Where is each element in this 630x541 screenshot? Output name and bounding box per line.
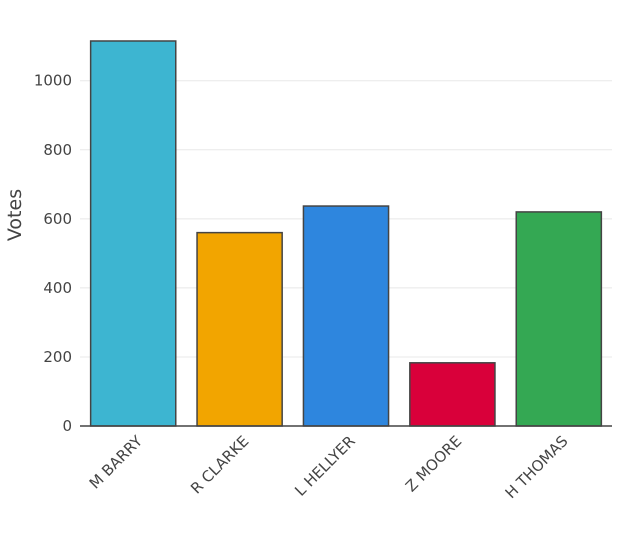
bar-z-moore[interactable] bbox=[409, 362, 496, 427]
y-tick-label: 800 bbox=[43, 141, 72, 159]
y-tick-label: 400 bbox=[43, 279, 72, 297]
y-tick-label: 200 bbox=[43, 348, 72, 366]
bar-r-clarke[interactable] bbox=[196, 231, 283, 427]
y-tick-label: 600 bbox=[43, 210, 72, 228]
x-tick-label: L HELLYER bbox=[291, 432, 359, 500]
bars bbox=[89, 40, 603, 427]
y-axis-title: Votes bbox=[4, 189, 26, 241]
bar-l-hellyer[interactable] bbox=[302, 205, 390, 427]
bar-m-barry[interactable] bbox=[89, 40, 177, 427]
y-tick-labels: 0 200 400 600 800 1000 bbox=[34, 72, 72, 435]
y-tick-label: 0 bbox=[62, 417, 72, 435]
x-tick-label: Z MOORE bbox=[402, 432, 465, 495]
x-tick-label: H THOMAS bbox=[502, 432, 572, 502]
x-tick-label: R CLARKE bbox=[187, 432, 252, 497]
bar-h-thomas[interactable] bbox=[515, 211, 603, 427]
x-tick-label: M BARRY bbox=[86, 432, 147, 493]
y-tick-label: 1000 bbox=[34, 72, 72, 90]
x-tick-labels: M BARRY R CLARKE L HELLYER Z MOORE H THOMAS bbox=[86, 432, 572, 503]
